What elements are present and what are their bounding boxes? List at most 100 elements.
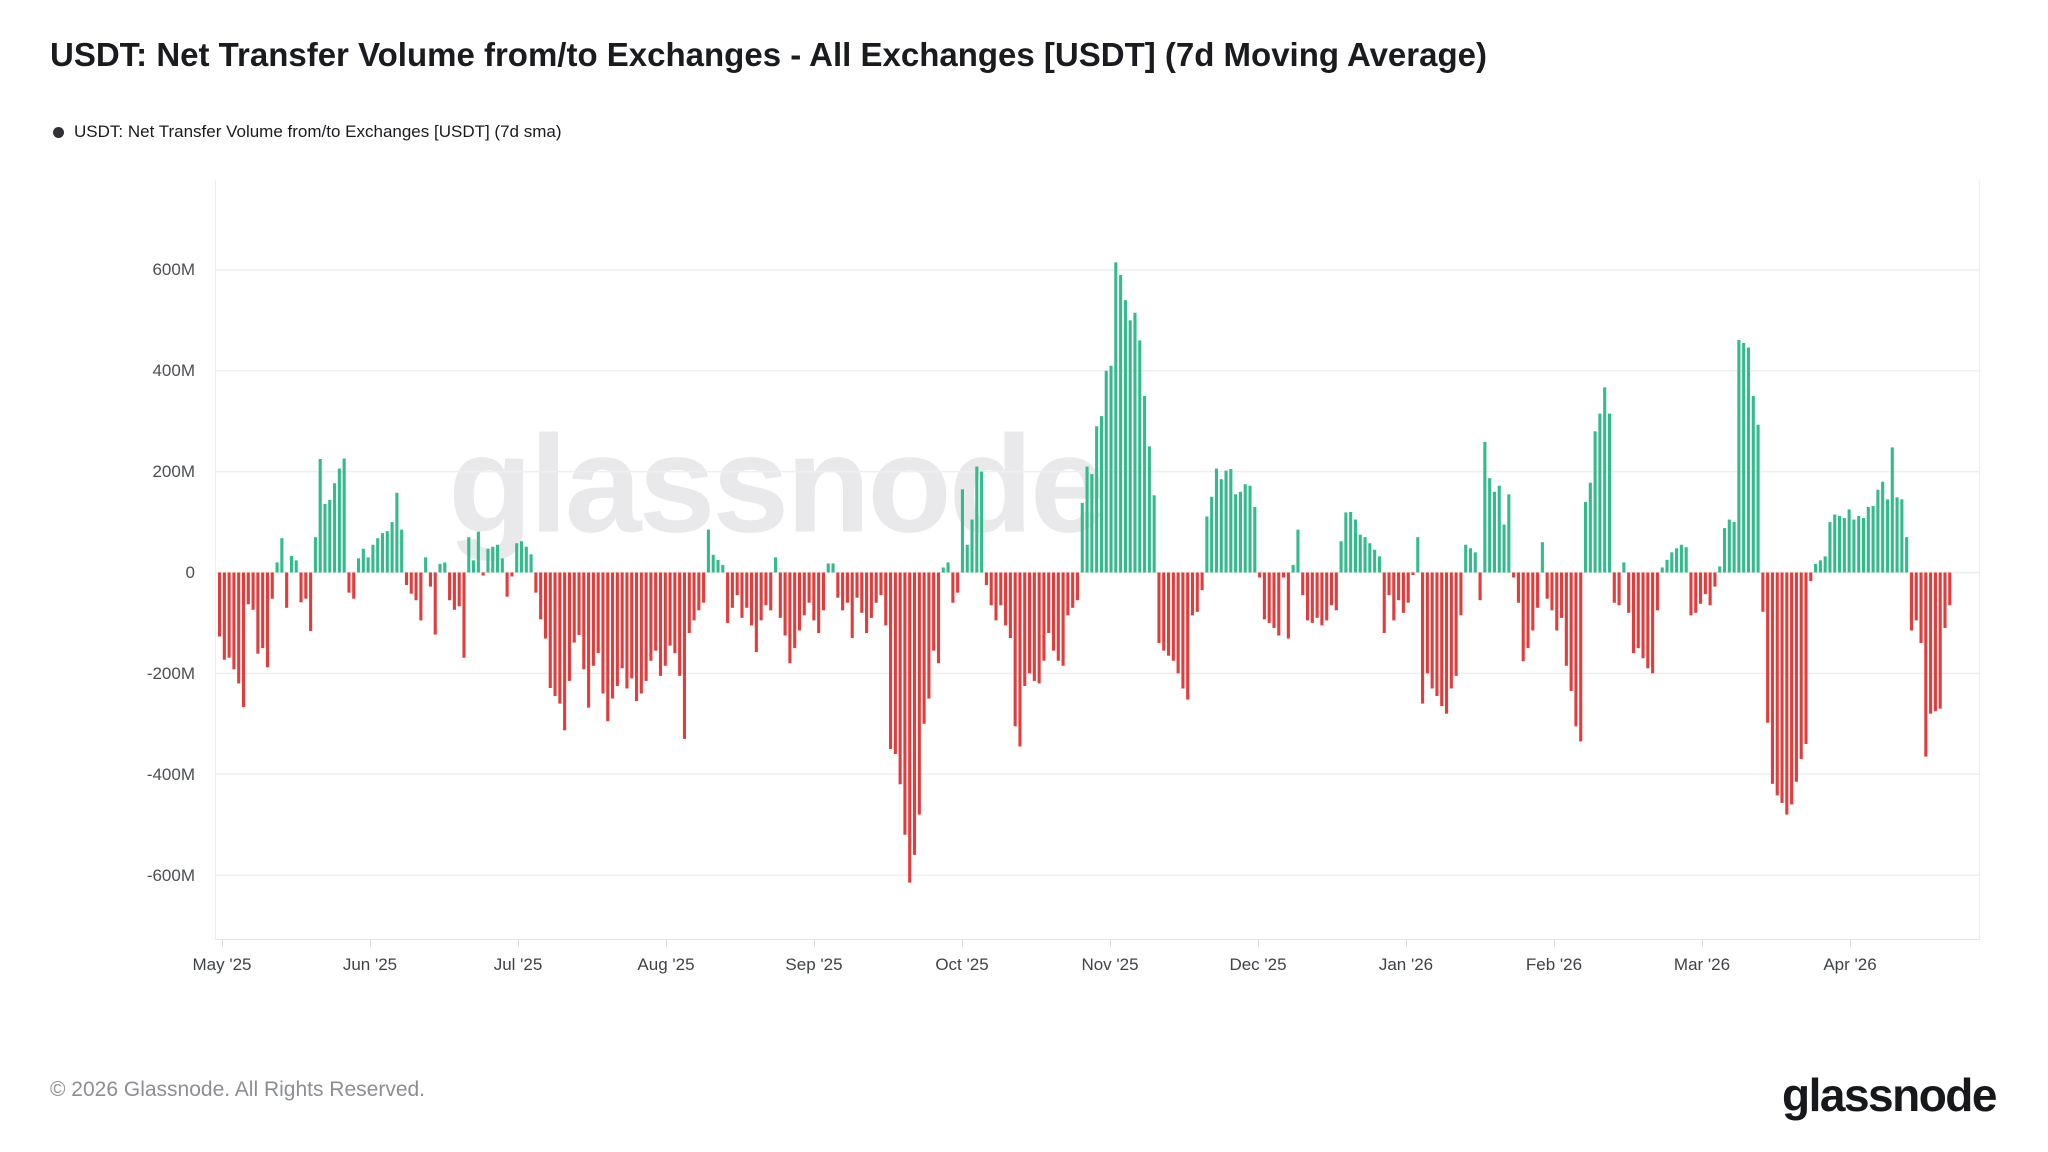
bar[interactable] — [1248, 485, 1252, 573]
bar[interactable] — [1617, 572, 1621, 606]
bar[interactable] — [265, 572, 270, 668]
bar[interactable] — [1430, 572, 1434, 689]
bar[interactable] — [936, 572, 941, 664]
bar[interactable] — [960, 489, 964, 573]
bar[interactable] — [462, 572, 466, 658]
bar[interactable] — [1358, 534, 1362, 573]
bar[interactable] — [1349, 511, 1353, 573]
bar[interactable] — [682, 572, 687, 739]
bar[interactable] — [687, 572, 691, 634]
bar[interactable] — [611, 572, 615, 699]
bar[interactable] — [1555, 572, 1559, 631]
bar[interactable] — [1895, 497, 1899, 573]
bar[interactable] — [1123, 300, 1127, 573]
bar[interactable] — [1473, 552, 1477, 573]
bar[interactable] — [1387, 572, 1391, 596]
bar[interactable] — [342, 458, 346, 573]
bar[interactable] — [467, 537, 471, 573]
bar[interactable] — [601, 572, 605, 694]
bar[interactable] — [1646, 572, 1650, 669]
bar[interactable] — [385, 531, 389, 573]
bar[interactable] — [1272, 572, 1276, 628]
bar[interactable] — [769, 572, 773, 611]
bar[interactable] — [285, 572, 289, 608]
bar[interactable] — [246, 572, 250, 605]
bar[interactable] — [481, 572, 485, 576]
bar[interactable] — [390, 522, 394, 573]
bar[interactable] — [1195, 572, 1199, 612]
bar[interactable] — [970, 519, 974, 573]
bar[interactable] — [1353, 519, 1358, 573]
bar[interactable] — [893, 572, 897, 755]
bar[interactable] — [1224, 470, 1228, 573]
bar[interactable] — [280, 538, 284, 573]
bar[interactable] — [1229, 469, 1233, 573]
bar[interactable] — [1277, 572, 1281, 636]
bar[interactable] — [1631, 572, 1636, 654]
bar[interactable] — [1171, 572, 1175, 661]
bar[interactable] — [1114, 262, 1118, 573]
bar[interactable] — [232, 572, 236, 670]
bar[interactable] — [356, 558, 361, 573]
bar[interactable] — [1933, 572, 1937, 712]
bar[interactable] — [869, 572, 873, 618]
bar[interactable] — [1200, 572, 1204, 591]
bar[interactable] — [1368, 543, 1372, 573]
bar[interactable] — [697, 572, 701, 611]
bar[interactable] — [1382, 572, 1386, 634]
bar[interactable] — [1234, 494, 1238, 573]
bar[interactable] — [1210, 496, 1214, 573]
bar[interactable] — [1775, 572, 1779, 796]
bar[interactable] — [1881, 481, 1885, 573]
bar[interactable] — [1329, 572, 1334, 606]
bar[interactable] — [1181, 572, 1185, 689]
bar[interactable] — [567, 572, 571, 681]
bar[interactable] — [1885, 499, 1890, 573]
bar[interactable] — [1416, 537, 1420, 573]
bar[interactable] — [577, 572, 581, 636]
bar[interactable] — [1143, 395, 1147, 573]
bar[interactable] — [1334, 572, 1338, 611]
bar[interactable] — [1727, 519, 1731, 573]
bar[interactable] — [1512, 572, 1516, 578]
bar[interactable] — [639, 572, 643, 694]
bar[interactable] — [1828, 522, 1832, 573]
bar[interactable] — [1401, 572, 1405, 613]
bar[interactable] — [1746, 347, 1751, 573]
bar[interactable] — [649, 572, 653, 661]
bar[interactable] — [845, 572, 849, 603]
bar[interactable] — [419, 572, 423, 621]
bar[interactable] — [1080, 502, 1084, 573]
bar[interactable] — [251, 572, 255, 610]
bar[interactable] — [1675, 548, 1679, 573]
bar[interactable] — [1099, 416, 1103, 573]
bar[interactable] — [898, 572, 902, 785]
bar[interactable] — [874, 572, 878, 603]
bar[interactable] — [678, 572, 682, 676]
bar[interactable] — [1037, 572, 1041, 684]
bar[interactable] — [227, 572, 231, 658]
bar[interactable] — [903, 572, 907, 835]
bar[interactable] — [956, 572, 960, 593]
bar[interactable] — [486, 548, 490, 573]
bar[interactable] — [1814, 563, 1818, 573]
bar[interactable] — [850, 572, 854, 639]
bar[interactable] — [1583, 501, 1588, 573]
bar[interactable] — [1684, 547, 1688, 573]
bar[interactable] — [1564, 572, 1568, 666]
bar[interactable] — [1627, 572, 1631, 613]
bar[interactable] — [889, 572, 893, 750]
bar[interactable] — [548, 572, 552, 688]
bar[interactable] — [797, 572, 802, 631]
bar[interactable] — [1900, 499, 1904, 573]
bar[interactable] — [304, 572, 308, 599]
bar[interactable] — [1282, 572, 1286, 578]
bar[interactable] — [1325, 572, 1329, 621]
bar[interactable] — [1454, 572, 1458, 676]
bar[interactable] — [1847, 509, 1851, 573]
bar[interactable] — [309, 572, 313, 631]
bar[interactable] — [716, 559, 720, 573]
bar[interactable] — [1214, 468, 1219, 573]
bar[interactable] — [1545, 572, 1549, 599]
bar[interactable] — [1190, 572, 1195, 616]
